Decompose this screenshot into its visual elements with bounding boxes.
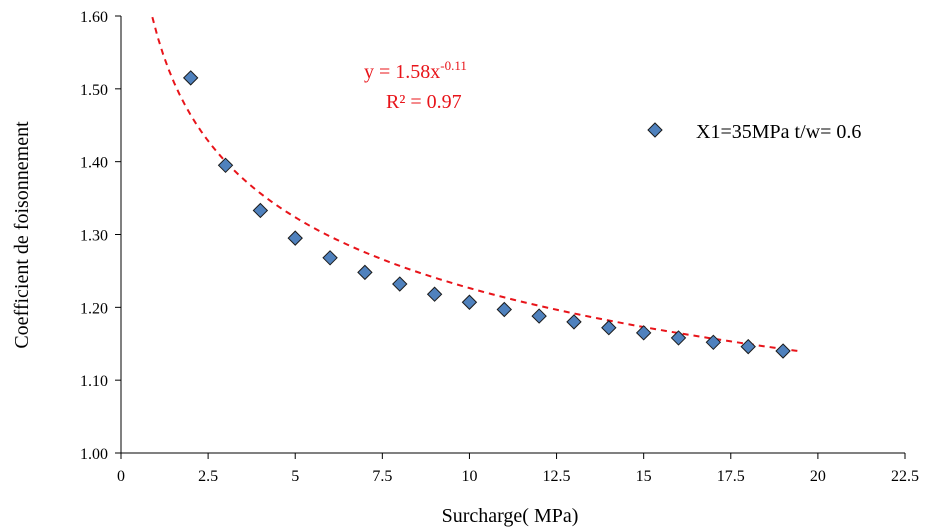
data-points [182,70,791,359]
data-point [740,338,756,355]
x-tick-label: 10 [461,468,477,485]
data-point [392,276,408,292]
y-tick-label: 1.40 [80,155,108,172]
x-tick-label: 0 [117,468,125,485]
y-axis-title: Coefficient de foisonnement [11,121,33,349]
legend: X1=35MPa t/w= 0.6 [647,121,861,143]
power-trendline [151,16,801,353]
data-point [705,334,722,351]
data-point [496,301,512,318]
x-tick-label: 15 [636,468,652,485]
data-point [357,264,373,281]
data-point [252,202,269,219]
trendline-equation: y = 1.58x-0.11 [364,58,467,83]
data-point [322,250,338,266]
y-tick-label: 1.20 [80,300,108,317]
data-point [461,294,478,310]
y-tick-label: 1.10 [80,373,108,390]
x-tick-label: 5 [291,468,299,485]
data-point [635,325,652,341]
data-point [601,320,617,336]
axes [120,16,905,454]
data-point [775,343,791,359]
data-point [426,286,443,302]
y-tick-label: 1.60 [80,9,108,26]
legend-label: X1=35MPa t/w= 0.6 [696,121,861,143]
data-point [182,70,199,86]
data-point [531,308,547,324]
data-point [566,314,582,330]
trendline-r2: R² = 0.97 [386,91,462,113]
x-axis-title: Surcharge( MPa) [442,505,579,527]
x-tick-label: 7.5 [372,468,392,485]
x-tick-label: 20 [810,468,826,485]
x-tick-label: 12.5 [543,468,571,485]
data-point [217,157,234,174]
x-ticks: 0 2.5 5 7.5 10 12.5 15 17.5 20 22.5 [117,453,919,485]
y-tick-label: 1.30 [80,228,108,245]
x-tick-label: 17.5 [717,468,745,485]
x-tick-label: 2.5 [198,468,218,485]
data-point [287,230,303,246]
data-point [670,330,687,346]
legend-marker-diamond [647,122,663,138]
y-ticks: 1.00 1.10 1.20 1.30 1.40 1.50 1.60 [80,9,121,463]
y-tick-label: 1.50 [80,82,108,99]
x-tick-label: 22.5 [891,468,919,485]
y-tick-label: 1.00 [80,446,108,463]
